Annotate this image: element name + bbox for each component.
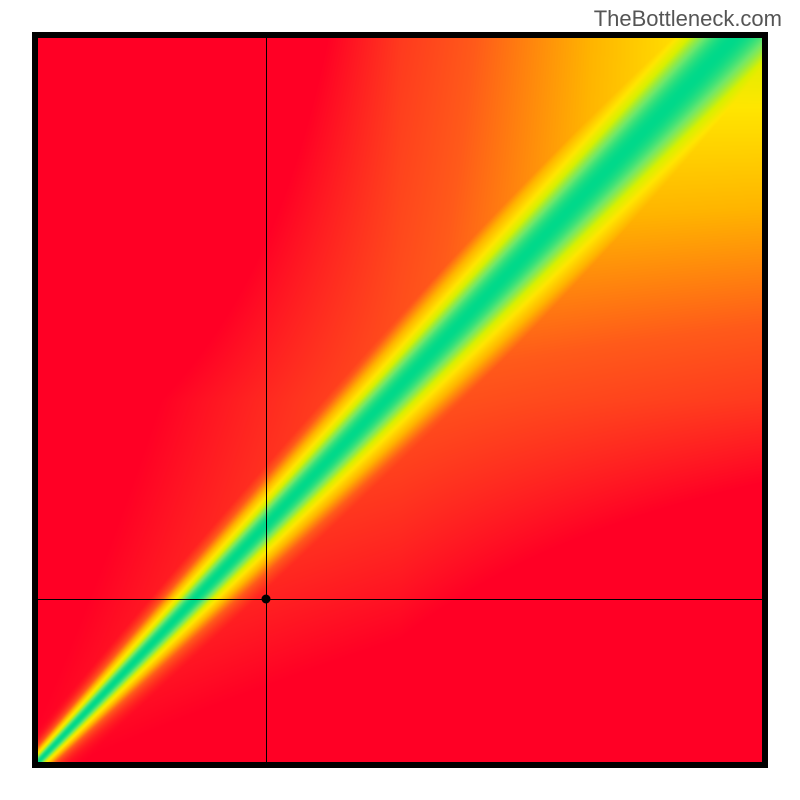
crosshair-vertical — [266, 38, 267, 762]
plot-area — [38, 38, 762, 762]
heatmap-canvas — [38, 38, 762, 762]
plot-frame — [32, 32, 768, 768]
data-point-marker — [262, 595, 271, 604]
watermark-text: TheBottleneck.com — [594, 6, 782, 32]
crosshair-horizontal — [38, 599, 762, 600]
